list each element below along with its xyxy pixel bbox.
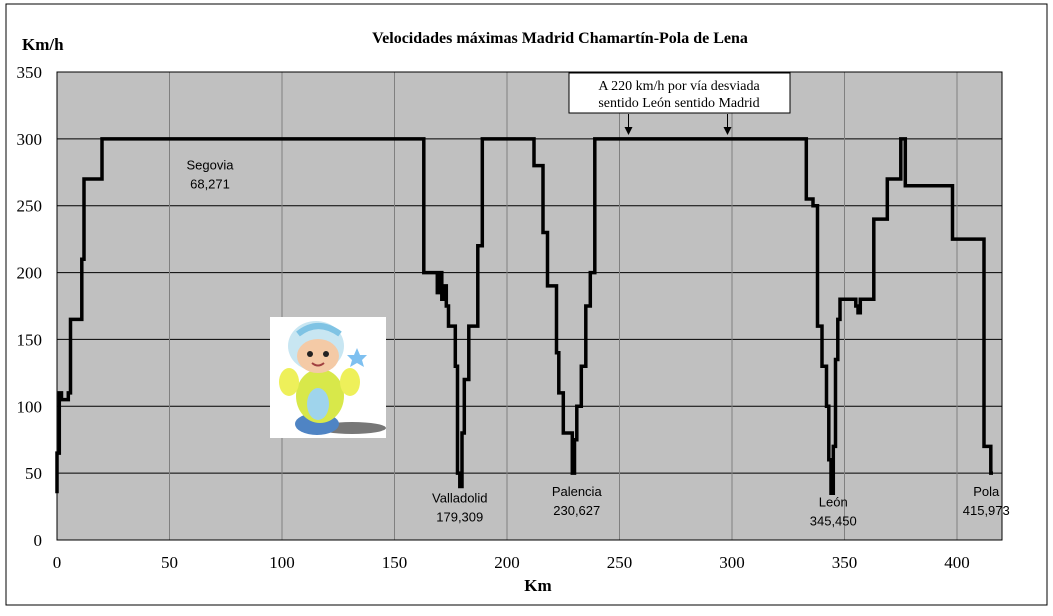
callout-text: A 220 km/h por vía desviada xyxy=(598,79,760,94)
station-label: 179,309 xyxy=(436,510,483,525)
callout-box xyxy=(568,72,791,114)
doll-image xyxy=(270,317,386,438)
x-tick-label: 350 xyxy=(832,553,858,572)
callout-arrowhead xyxy=(624,127,633,135)
x-tick-label: 400 xyxy=(944,553,970,572)
x-axis-label: Km xyxy=(524,576,551,595)
station-label: 230,627 xyxy=(553,503,600,518)
y-tick-label: 250 xyxy=(17,197,43,216)
y-tick-label: 50 xyxy=(25,464,42,483)
station-label: Valladolid xyxy=(432,491,487,506)
x-tick-label: 150 xyxy=(382,553,408,572)
station-label: Pola xyxy=(973,484,1000,499)
station-label: Palencia xyxy=(552,484,603,499)
chart-title: Velocidades máximas Madrid Chamartín-Pol… xyxy=(372,30,748,47)
x-tick-label: 200 xyxy=(494,553,520,572)
y-tick-label: 0 xyxy=(34,531,43,550)
y-tick-label: 200 xyxy=(17,264,43,283)
station-label: 415,973 xyxy=(963,503,1010,518)
x-tick-label: 250 xyxy=(607,553,633,572)
y-tick-label: 100 xyxy=(17,397,43,416)
station-label: Segovia xyxy=(187,158,235,173)
plot-border xyxy=(56,71,1003,541)
station-label: 345,450 xyxy=(810,514,857,529)
station-label: 68,271 xyxy=(190,177,230,192)
speed-profile-line xyxy=(55,137,993,495)
y-axis-label: Km/h xyxy=(22,35,64,54)
x-tick-label: 300 xyxy=(719,553,745,572)
y-tick-label: 300 xyxy=(17,130,43,149)
y-tick-label: 350 xyxy=(17,63,43,82)
y-tick-label: 150 xyxy=(17,330,43,349)
x-tick-label: 100 xyxy=(269,553,295,572)
callout-text: sentido León sentido Madrid xyxy=(598,96,759,111)
x-tick-label: 50 xyxy=(161,553,178,572)
station-label: León xyxy=(819,495,848,510)
x-tick-label: 0 xyxy=(53,553,62,572)
callout-arrowhead xyxy=(723,127,732,135)
